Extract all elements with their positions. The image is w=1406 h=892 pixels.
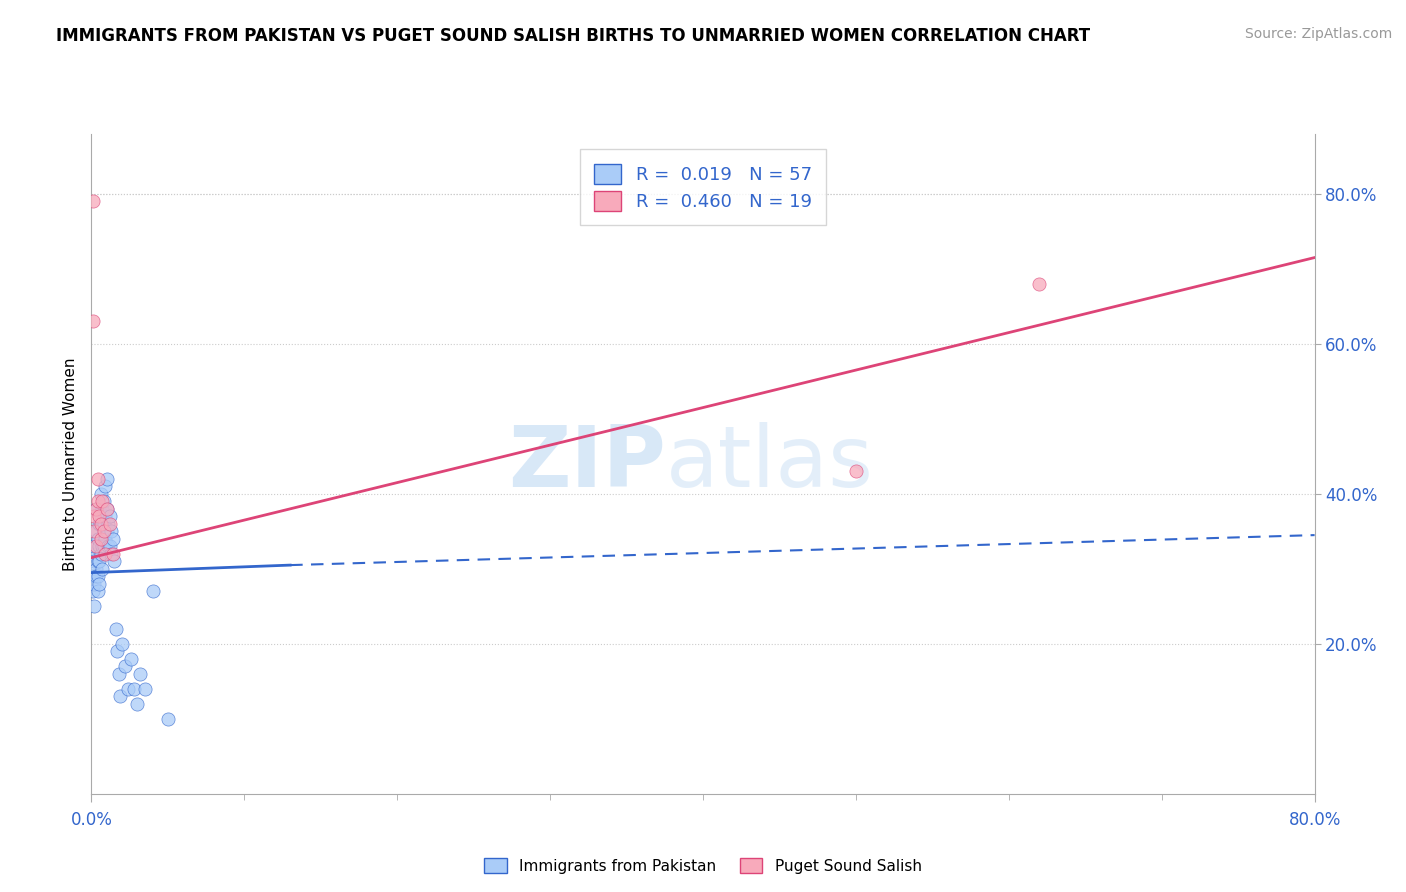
- Point: [103, 554, 125, 568]
- Point: [96, 524, 118, 539]
- Point: [98, 516, 121, 531]
- Point: [82, 569, 104, 583]
- Point: [93, 539, 115, 553]
- Point: [83, 524, 105, 539]
- Point: [845, 464, 868, 478]
- Point: [82, 547, 104, 561]
- Point: [105, 644, 128, 658]
- Point: [156, 712, 179, 726]
- Text: IMMIGRANTS FROM PAKISTAN VS PUGET SOUND SALISH BIRTHS TO UNMARRIED WOMEN CORRELA: IMMIGRANTS FROM PAKISTAN VS PUGET SOUND …: [56, 27, 1091, 45]
- Point: [94, 547, 117, 561]
- Point: [86, 494, 108, 508]
- Point: [94, 509, 117, 524]
- Legend: R =  0.019   N = 57, R =  0.460   N = 19: R = 0.019 N = 57, R = 0.460 N = 19: [579, 150, 827, 226]
- Point: [86, 532, 108, 546]
- Point: [117, 681, 139, 696]
- Y-axis label: Births to Unmarried Women: Births to Unmarried Women: [62, 357, 77, 571]
- Point: [94, 532, 117, 546]
- Point: [127, 697, 149, 711]
- Point: [96, 501, 118, 516]
- Point: [122, 681, 145, 696]
- Point: [134, 681, 156, 696]
- Point: [83, 554, 105, 568]
- Point: [84, 539, 107, 553]
- Point: [98, 539, 121, 553]
- Point: [82, 314, 104, 328]
- Point: [111, 637, 134, 651]
- Point: [82, 194, 104, 209]
- Point: [86, 554, 108, 568]
- Point: [83, 509, 105, 524]
- Point: [101, 532, 124, 546]
- Point: [96, 501, 118, 516]
- Point: [104, 622, 127, 636]
- Legend: Immigrants from Pakistan, Puget Sound Salish: Immigrants from Pakistan, Puget Sound Sa…: [478, 852, 928, 880]
- Point: [83, 577, 105, 591]
- Point: [82, 584, 104, 599]
- Point: [120, 652, 142, 666]
- Text: ZIP: ZIP: [509, 422, 666, 506]
- Point: [83, 599, 105, 614]
- Point: [91, 494, 114, 508]
- Point: [90, 532, 112, 546]
- Point: [129, 666, 152, 681]
- Point: [87, 577, 110, 591]
- Point: [90, 487, 112, 501]
- Text: Source: ZipAtlas.com: Source: ZipAtlas.com: [1244, 27, 1392, 41]
- Point: [91, 516, 114, 531]
- Point: [100, 524, 122, 539]
- Point: [114, 659, 136, 673]
- Point: [1028, 277, 1050, 291]
- Point: [87, 539, 110, 553]
- Point: [93, 494, 115, 508]
- Point: [93, 516, 115, 531]
- Point: [93, 524, 115, 539]
- Point: [86, 472, 108, 486]
- Point: [90, 516, 112, 531]
- Point: [94, 479, 117, 493]
- Point: [98, 509, 121, 524]
- Point: [90, 547, 112, 561]
- Point: [96, 472, 118, 486]
- Point: [86, 584, 108, 599]
- Point: [87, 509, 110, 524]
- Point: [101, 547, 124, 561]
- Point: [87, 554, 110, 568]
- Point: [141, 584, 163, 599]
- Point: [91, 501, 114, 516]
- Point: [86, 569, 108, 583]
- Point: [84, 501, 107, 516]
- Text: atlas: atlas: [666, 422, 875, 506]
- Point: [110, 690, 132, 704]
- Point: [84, 569, 107, 583]
- Point: [84, 524, 107, 539]
- Point: [100, 547, 122, 561]
- Point: [108, 666, 131, 681]
- Point: [90, 509, 112, 524]
- Point: [87, 516, 110, 531]
- Point: [91, 539, 114, 553]
- Point: [83, 539, 105, 553]
- Point: [97, 539, 120, 553]
- Point: [97, 516, 120, 531]
- Point: [91, 562, 114, 576]
- Point: [84, 501, 107, 516]
- Point: [84, 562, 107, 576]
